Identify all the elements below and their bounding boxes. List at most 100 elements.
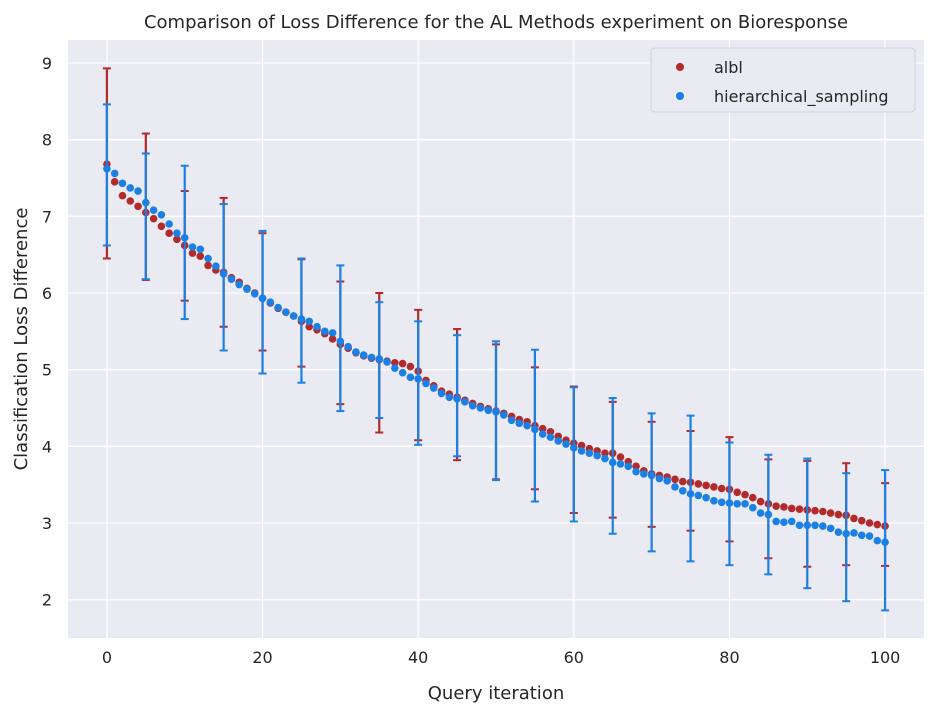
point-hierarchical-sampling-19 [250, 289, 259, 298]
y-tick-label-4: 4 [42, 437, 52, 456]
point-hierarchical-sampling-22 [274, 303, 282, 312]
point-albl-82 [741, 490, 749, 499]
point-hierarchical-sampling-1 [110, 169, 119, 178]
point-albl-76 [694, 480, 703, 488]
point-albl-2 [118, 191, 127, 200]
point-hierarchical-sampling-44 [445, 393, 454, 402]
point-hierarchical-sampling-2 [118, 179, 127, 188]
point-hierarchical-sampling-50 [492, 408, 500, 416]
point-hierarchical-sampling-55 [531, 425, 539, 434]
point-albl-98 [865, 519, 874, 527]
point-hierarchical-sampling-94 [834, 528, 843, 536]
chart-title: Comparison of Loss Difference for the AL… [144, 12, 848, 33]
point-albl-1 [110, 178, 119, 186]
y-tick-label-7: 7 [42, 207, 52, 226]
point-hierarchical-sampling-98 [865, 532, 874, 540]
point-hierarchical-sampling-97 [857, 531, 866, 540]
point-hierarchical-sampling-71 [655, 474, 664, 483]
point-hierarchical-sampling-29 [328, 329, 337, 337]
point-albl-26 [305, 322, 314, 331]
point-hierarchical-sampling-10 [180, 234, 189, 242]
point-hierarchical-sampling-31 [344, 342, 352, 351]
point-albl-79 [717, 484, 726, 493]
point-hierarchical-sampling-88 [787, 517, 796, 526]
x-tick-label-40: 40 [408, 648, 428, 667]
point-hierarchical-sampling-83 [749, 503, 757, 512]
point-hierarchical-sampling-37 [391, 364, 399, 372]
point-hierarchical-sampling-18 [243, 285, 251, 293]
point-hierarchical-sampling-41 [422, 379, 430, 388]
point-hierarchical-sampling-67 [624, 462, 633, 471]
point-albl-74 [678, 477, 687, 486]
point-hierarchical-sampling-74 [678, 487, 687, 495]
series-layer [102, 67, 890, 612]
x-tick-label-100: 100 [870, 648, 901, 667]
point-albl-78 [710, 483, 718, 491]
point-hierarchical-sampling-17 [235, 280, 243, 289]
y-axis-label: Classification Loss Difference [11, 208, 32, 471]
point-hierarchical-sampling-6 [149, 206, 158, 214]
point-albl-11 [188, 249, 197, 257]
point-hierarchical-sampling-87 [780, 518, 788, 527]
point-hierarchical-sampling-80 [725, 499, 734, 507]
point-albl-57 [546, 427, 555, 436]
point-hierarchical-sampling-43 [437, 389, 446, 398]
point-hierarchical-sampling-3 [126, 184, 135, 192]
point-hierarchical-sampling-23 [282, 308, 290, 316]
point-hierarchical-sampling-86 [772, 517, 780, 526]
point-hierarchical-sampling-12 [196, 245, 205, 254]
point-hierarchical-sampling-79 [717, 498, 726, 507]
point-hierarchical-sampling-25 [297, 315, 306, 323]
point-hierarchical-sampling-81 [733, 500, 742, 508]
point-hierarchical-sampling-95 [842, 529, 850, 538]
point-hierarchical-sampling-84 [756, 509, 765, 517]
point-albl-81 [733, 488, 742, 497]
legend-label-hierarchical-sampling: hierarchical_sampling [714, 87, 889, 107]
point-albl-73 [671, 475, 679, 484]
point-albl-94 [834, 510, 843, 519]
point-albl-64 [601, 449, 609, 458]
point-hierarchical-sampling-56 [538, 430, 547, 438]
point-hierarchical-sampling-65 [608, 458, 617, 467]
x-tick-label-60: 60 [564, 648, 584, 667]
point-hierarchical-sampling-52 [507, 416, 516, 425]
point-hierarchical-sampling-13 [204, 254, 212, 263]
point-hierarchical-sampling-62 [585, 449, 594, 458]
point-hierarchical-sampling-24 [289, 312, 298, 320]
point-albl-4 [134, 202, 142, 211]
point-albl-68 [632, 462, 640, 471]
point-albl-84 [756, 497, 765, 506]
point-hierarchical-sampling-33 [359, 351, 368, 359]
y-tick-label-2: 2 [42, 591, 52, 610]
x-tick-label-0: 0 [102, 648, 112, 667]
y-tick-label-5: 5 [42, 361, 52, 380]
point-hierarchical-sampling-42 [429, 384, 438, 392]
point-hierarchical-sampling-46 [461, 398, 469, 406]
point-hierarchical-sampling-20 [258, 294, 267, 303]
point-hierarchical-sampling-11 [188, 243, 197, 251]
point-albl-56 [538, 424, 547, 433]
x-tick-label-80: 80 [719, 648, 739, 667]
point-hierarchical-sampling-39 [406, 373, 415, 382]
plot-background [68, 40, 924, 638]
x-axis-label: Query iteration [428, 683, 564, 704]
point-hierarchical-sampling-36 [383, 358, 391, 366]
tick-labels: 0 20 40 60 80 100 2 3 4 5 6 7 8 9 [42, 54, 901, 667]
point-hierarchical-sampling-100 [881, 538, 889, 546]
point-albl-99 [873, 520, 882, 529]
point-hierarchical-sampling-14 [212, 262, 220, 270]
point-hierarchical-sampling-27 [313, 322, 321, 331]
point-hierarchical-sampling-68 [632, 467, 640, 476]
point-hierarchical-sampling-61 [577, 447, 586, 455]
point-hierarchical-sampling-53 [515, 419, 524, 428]
point-albl-93 [826, 509, 835, 517]
legend: albl hierarchical_sampling [650, 47, 916, 113]
point-hierarchical-sampling-47 [468, 401, 477, 410]
point-albl-89 [795, 505, 804, 513]
point-albl-87 [780, 503, 788, 511]
point-hierarchical-sampling-8 [165, 220, 173, 228]
point-hierarchical-sampling-59 [562, 440, 570, 448]
point-hierarchical-sampling-38 [398, 368, 407, 377]
point-hierarchical-sampling-85 [764, 510, 773, 519]
